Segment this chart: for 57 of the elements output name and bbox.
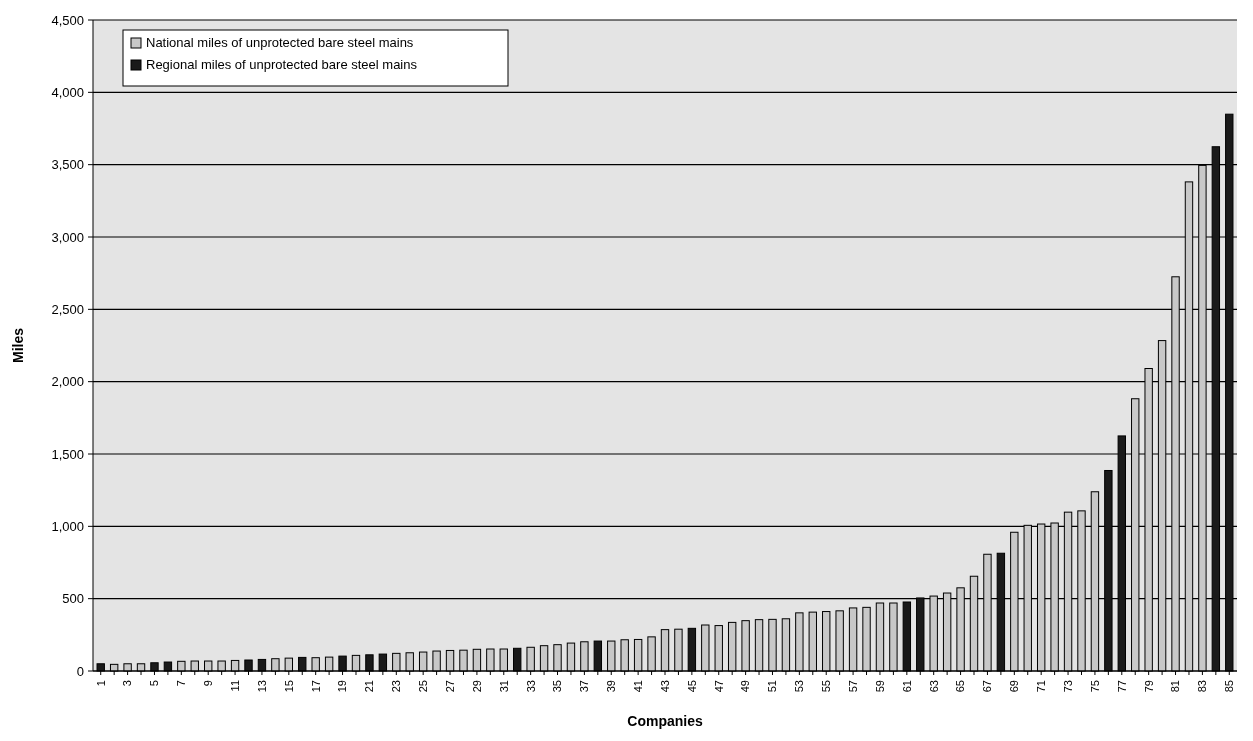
legend-label: National miles of unprotected bare steel mains bbox=[146, 35, 414, 50]
x-tick-label: 53 bbox=[793, 680, 806, 693]
x-tick-label: 83 bbox=[1196, 680, 1209, 693]
x-tick-label: 61 bbox=[900, 680, 913, 693]
x-tick-label: 31 bbox=[497, 680, 510, 693]
x-tick-label: 11 bbox=[228, 680, 241, 692]
x-tick-label: 75 bbox=[1088, 680, 1101, 693]
x-tick-label: 9 bbox=[202, 680, 215, 687]
y-tick-label: 0 bbox=[76, 663, 84, 679]
y-tick-label: 3,000 bbox=[51, 229, 84, 245]
x-tick-label: 41 bbox=[631, 680, 644, 693]
x-tick-label: 25 bbox=[417, 680, 430, 693]
x-tick-label: 27 bbox=[443, 680, 456, 693]
x-tick-label: 63 bbox=[927, 680, 940, 693]
x-tick-label: 19 bbox=[336, 680, 349, 693]
y-tick-label: 3,500 bbox=[51, 157, 84, 173]
x-tick-label: 57 bbox=[846, 680, 859, 693]
x-tick-label: 1 bbox=[94, 680, 107, 687]
x-tick-label: 3 bbox=[121, 680, 134, 687]
legend-label: Regional miles of unprotected bare steel mains bbox=[146, 57, 418, 72]
x-axis-title: Companies bbox=[627, 713, 703, 729]
x-tick-label: 23 bbox=[390, 680, 403, 693]
x-tick-label: 15 bbox=[282, 680, 295, 693]
y-tick-label: 2,500 bbox=[51, 301, 84, 317]
x-tick-label: 37 bbox=[578, 680, 591, 693]
x-tick-label: 69 bbox=[1008, 680, 1021, 693]
x-tick-label: 77 bbox=[1115, 680, 1128, 693]
y-tick-label: 4,500 bbox=[51, 12, 84, 28]
x-tick-label: 49 bbox=[739, 680, 752, 693]
x-tick-label: 29 bbox=[470, 680, 483, 693]
y-tick-label: 1,500 bbox=[51, 446, 84, 462]
x-tick-label: 55 bbox=[820, 680, 833, 693]
x-tick-label: 43 bbox=[658, 680, 671, 693]
y-tick-label: 4,000 bbox=[51, 84, 84, 100]
x-tick-label: 59 bbox=[873, 680, 886, 693]
x-tick-label: 73 bbox=[1061, 680, 1074, 693]
x-tick-label: 47 bbox=[712, 680, 725, 693]
y-tick-label: 2,000 bbox=[51, 374, 84, 390]
x-tick-label: 5 bbox=[148, 680, 161, 687]
x-tick-label: 65 bbox=[954, 680, 967, 693]
x-tick-label: 51 bbox=[766, 680, 779, 693]
x-tick-label: 81 bbox=[1169, 680, 1182, 693]
y-tick-label: 1,000 bbox=[51, 518, 84, 534]
x-tick-label: 13 bbox=[255, 680, 268, 693]
y-axis-title: Miles bbox=[10, 327, 26, 364]
y-tick-label: 500 bbox=[62, 591, 84, 607]
x-tick-label: 67 bbox=[981, 680, 994, 693]
x-tick-label: 7 bbox=[175, 680, 188, 687]
x-tick-label: 35 bbox=[551, 680, 564, 693]
x-tick-label: 33 bbox=[524, 680, 537, 693]
x-tick-label: 85 bbox=[1223, 680, 1236, 693]
x-tick-label: 79 bbox=[1142, 680, 1155, 693]
x-tick-label: 21 bbox=[363, 680, 376, 693]
x-tick-label: 45 bbox=[685, 680, 698, 693]
x-tick-label: 17 bbox=[309, 680, 322, 693]
x-tick-label: 71 bbox=[1035, 680, 1048, 693]
x-tick-label: 39 bbox=[605, 680, 618, 693]
